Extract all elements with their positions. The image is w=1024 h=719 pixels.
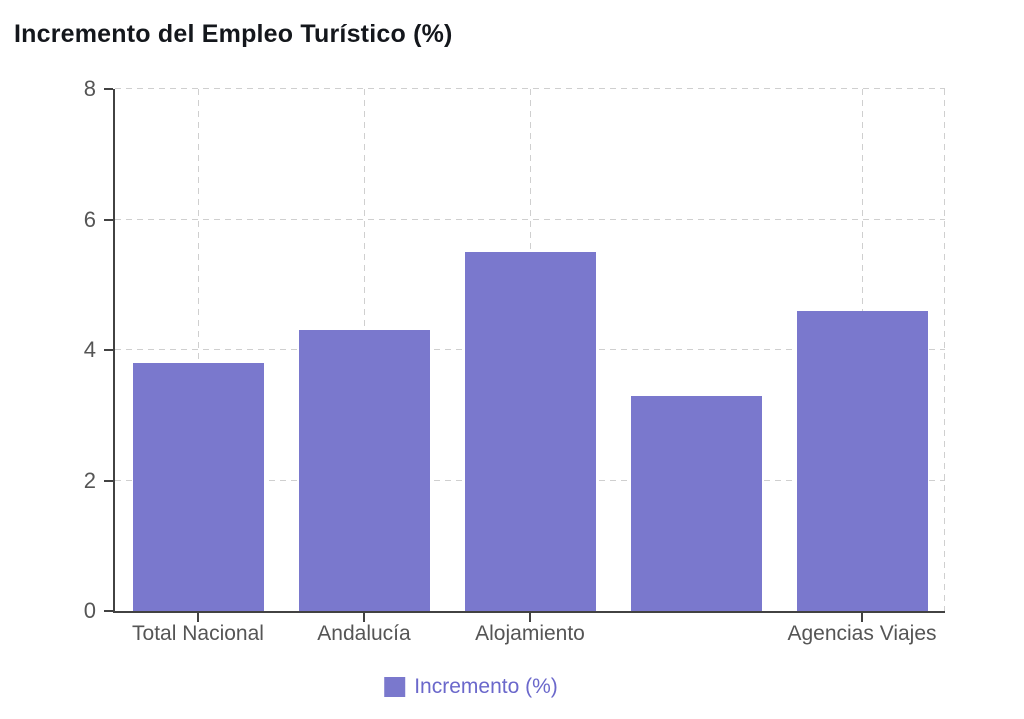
y-tick-0 xyxy=(104,610,113,612)
bar-category-4 xyxy=(630,395,762,611)
y-tick-8 xyxy=(104,88,113,90)
x-tick-0 xyxy=(197,613,199,622)
x-tick-1 xyxy=(363,613,365,622)
bar-Agencias Viajes xyxy=(796,310,928,611)
x-tick-label-0: Total Nacional xyxy=(132,622,264,645)
y-tick-label-0: 0 xyxy=(83,598,96,623)
y-tick-4 xyxy=(104,349,113,351)
gridline-x-right xyxy=(944,89,945,611)
x-tick-4 xyxy=(861,613,863,622)
legend-swatch xyxy=(384,677,406,697)
chart-title: Incremento del Empleo Turístico (%) xyxy=(14,20,453,48)
bar-Alojamiento xyxy=(464,252,596,611)
x-tick-2 xyxy=(529,613,531,622)
plot-area xyxy=(113,88,945,613)
x-tick-label-4: Agencias Viajes xyxy=(787,622,937,645)
legend-item-incremento[interactable]: Incremento (%) xyxy=(384,675,558,699)
gridline-y-8 xyxy=(115,88,945,89)
x-tick-label-2: Alojamiento xyxy=(475,622,585,645)
y-tick-label-4: 4 xyxy=(83,337,96,362)
y-tick-6 xyxy=(104,218,113,221)
y-tick-label-6: 6 xyxy=(83,206,96,232)
legend-label: Incremento (%) xyxy=(414,675,558,698)
bar-Total Nacional xyxy=(132,363,264,611)
x-tick-label-1: Andalucía xyxy=(317,622,411,645)
y-tick-label-2: 2 xyxy=(83,467,96,493)
gridline-x-0 xyxy=(198,89,199,611)
y-tick-2 xyxy=(104,479,113,482)
bar-Andalucía xyxy=(298,330,430,611)
y-tick-label-8: 8 xyxy=(83,76,96,101)
